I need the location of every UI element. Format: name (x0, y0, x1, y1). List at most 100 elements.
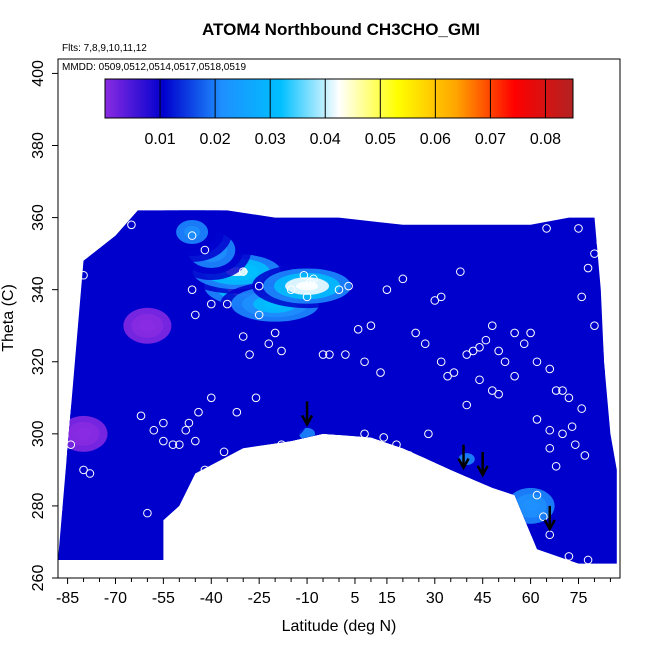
sample-point (286, 285, 296, 294)
sample-point (344, 281, 353, 291)
sample-point (542, 224, 551, 233)
sample-point (602, 238, 612, 248)
sample-point (596, 238, 606, 248)
sample-point (353, 325, 363, 334)
sample-point (136, 411, 146, 421)
sample-point (194, 407, 203, 417)
sample-point (449, 368, 459, 377)
y-tick-label: 300 (30, 420, 47, 447)
flights-annotation: Flts: 7,8,9,10,11,12 (62, 43, 147, 54)
down-arrow-marker (476, 451, 489, 478)
arrow-markers (300, 401, 556, 532)
field-blob (252, 264, 363, 309)
sample-point (545, 425, 555, 435)
sample-point (430, 296, 440, 305)
colorbar-tick-label: 0.03 (255, 131, 286, 148)
sample-point (79, 465, 88, 475)
sample-points (58, 220, 612, 565)
field-blob (228, 385, 309, 446)
sample-point (184, 418, 194, 428)
sample-point (270, 328, 280, 338)
sample-point (66, 440, 76, 449)
sample-point (213, 494, 222, 504)
sample-point (181, 505, 191, 514)
sample-point (191, 310, 200, 320)
x-tick-label: -55 (152, 590, 175, 607)
sample-point (168, 440, 178, 449)
sample-point (481, 335, 491, 345)
sample-point (510, 328, 519, 338)
sample-point (302, 292, 312, 302)
colorbar-tick-label: 0.07 (475, 131, 506, 148)
sample-point (360, 357, 369, 367)
sample-point (436, 357, 446, 367)
sample-point (475, 375, 484, 385)
sample-point (181, 425, 191, 435)
sample-point (570, 440, 580, 449)
sample-point (411, 328, 420, 338)
sample-point (366, 321, 376, 331)
sample-point (341, 350, 350, 359)
x-tick-label: -40 (200, 590, 223, 607)
sample-point (299, 270, 309, 280)
sample-point (398, 274, 408, 284)
sample-point (325, 350, 334, 359)
colorbar-tick-label: 0.05 (365, 131, 396, 148)
sample-point (583, 555, 593, 565)
sample-point (443, 371, 452, 381)
sample-point (564, 393, 574, 403)
y-tick-label: 400 (30, 60, 47, 87)
sample-point (60, 328, 69, 338)
sample-point (462, 400, 472, 410)
x-tick-label: -85 (56, 590, 79, 607)
sample-point (577, 292, 586, 302)
sample-point (238, 332, 248, 341)
x-tick-label: -10 (296, 590, 319, 607)
sample-point (510, 371, 519, 381)
sample-point (539, 512, 548, 522)
sample-point (187, 285, 197, 294)
sample-point (232, 407, 242, 417)
sample-point (462, 350, 472, 359)
sample-point (143, 508, 152, 518)
sample-point (206, 299, 216, 309)
colorbar-tick-label: 0.02 (200, 131, 231, 148)
x-tick-label: 45 (474, 590, 492, 607)
field-blob-level (75, 427, 92, 440)
sample-point (392, 440, 401, 449)
dates-annotation: MMDD: 0509,0512,0514,0517,0518,0519 (62, 62, 246, 73)
sample-point (574, 224, 583, 233)
sample-point (590, 249, 599, 258)
sample-point (382, 285, 392, 294)
sample-point (318, 443, 328, 453)
colorbar-tick-label: 0.08 (530, 131, 561, 148)
sample-point (379, 433, 389, 442)
down-arrow-marker (543, 505, 556, 532)
sample-point (583, 263, 593, 273)
down-arrow-marker (457, 444, 470, 471)
field-blob (458, 313, 539, 374)
field-blob-level (522, 499, 539, 512)
field-blob (107, 295, 188, 356)
sample-point (580, 451, 590, 460)
sample-point (168, 526, 178, 536)
sample-point (238, 469, 248, 478)
sample-point (305, 278, 315, 287)
chart-title: ATOM4 Northbound CH3CHO_GMI (202, 20, 480, 39)
sample-point (206, 393, 216, 403)
arrow-head (457, 458, 470, 471)
sample-point (487, 386, 497, 395)
colorbar-tick-label: 0.01 (144, 131, 175, 148)
y-tick-label: 380 (30, 132, 47, 159)
field-blob (490, 475, 571, 536)
sample-point (567, 422, 577, 431)
sample-point (200, 245, 210, 255)
x-tick-label: 60 (522, 590, 540, 607)
x-axis-label: Latitude (deg N) (282, 618, 397, 635)
x-tick-label: 5 (351, 590, 360, 607)
sample-point (254, 451, 264, 460)
colorbar-tick-label: 0.06 (420, 131, 451, 148)
sample-point (187, 231, 197, 240)
sample-point (404, 451, 414, 460)
arrow-head (300, 414, 314, 427)
